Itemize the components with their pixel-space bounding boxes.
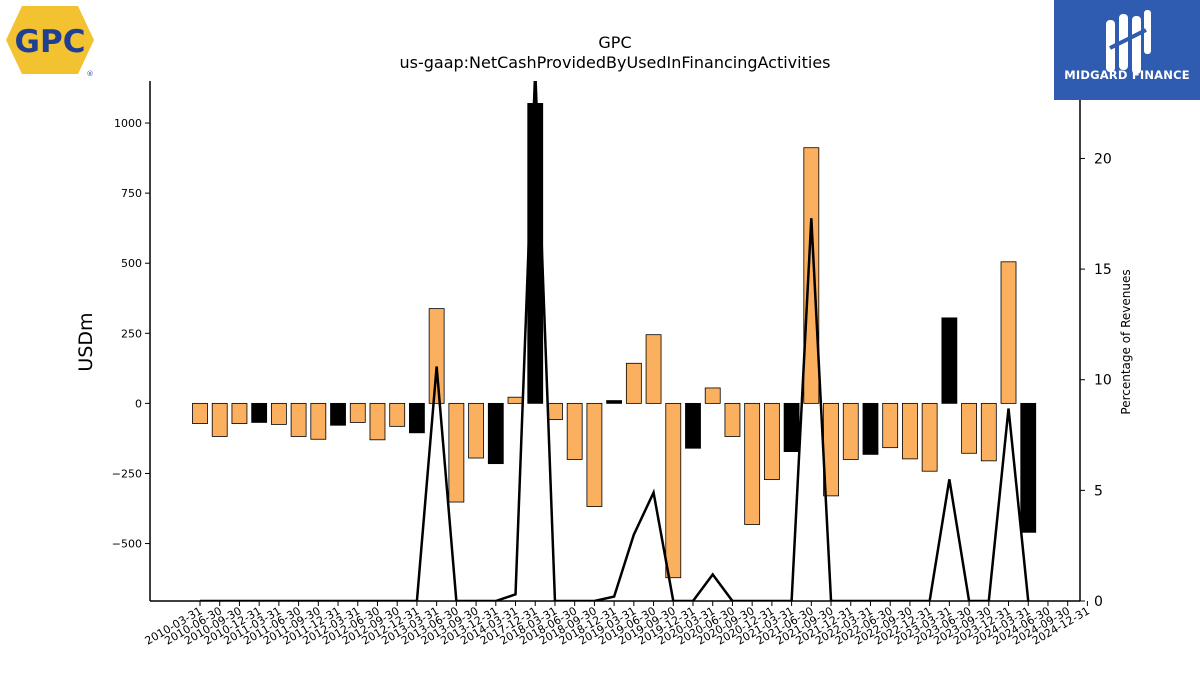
bar-2020-06-30	[724, 402, 741, 437]
bar-2010-03-31	[192, 402, 208, 424]
bar-2012-12-31	[409, 402, 425, 434]
chart-title: GPC	[598, 33, 631, 52]
bar-2022-06-30	[882, 402, 899, 449]
line-series	[200, 81, 1030, 601]
y-tick-label: 1000	[114, 117, 142, 130]
bar-2012-09-30	[389, 402, 406, 427]
y-axis-label: USDm	[75, 312, 97, 371]
bar-2023-12-31	[1000, 261, 1017, 404]
midgard-emblem-icon	[1106, 10, 1151, 74]
midgard-finance-logo: MIDGARD FINANCE	[1054, 0, 1200, 100]
y2-tick-label: 15	[1094, 262, 1112, 278]
chart-subtitle: us-gaap:NetCashProvidedByUsedInFinancing…	[399, 53, 830, 72]
registered-mark: ®	[87, 70, 94, 78]
axes	[145, 81, 1088, 606]
bar-2013-09-30	[468, 402, 484, 459]
y-tick-label: 500	[121, 257, 142, 270]
bar-2013-03-31	[428, 308, 445, 404]
bar-2014-03-31	[507, 396, 524, 404]
bar-2018-12-31	[606, 400, 623, 404]
bar-2012-06-30	[369, 402, 386, 441]
bar-2020-03-31	[704, 387, 721, 404]
y2-tick-label: 20	[1094, 151, 1112, 167]
bar-2018-09-30	[586, 402, 603, 507]
bar-2012-03-31	[349, 402, 366, 423]
y-tick-label: 750	[121, 187, 142, 200]
bar-2010-06-30	[211, 402, 228, 437]
gpc-logo-text: GPC	[15, 24, 86, 60]
bar-2019-09-30	[665, 402, 682, 579]
bar-2023-03-31	[941, 317, 958, 404]
tick-labels: −500−25002505007501000051015202010-03-31…	[112, 117, 1112, 648]
bar-2011-09-30	[310, 402, 327, 440]
bar-2021-06-30	[803, 147, 820, 404]
y-tick-label: 0	[135, 397, 142, 410]
bar-2018-03-31	[547, 402, 563, 421]
bar-2022-12-31	[921, 402, 938, 472]
bar-2011-12-31	[330, 402, 346, 426]
bar-2018-06-30	[566, 402, 583, 460]
midgard-logo-text: MIDGARD FINANCE	[1064, 68, 1190, 82]
bar-2020-09-30	[744, 402, 761, 525]
y2-axis-label: Percentage of Revenues	[1119, 269, 1133, 414]
bar-2013-06-30	[448, 402, 465, 503]
bar-2022-03-31	[862, 402, 879, 455]
bar-2013-12-31	[487, 402, 504, 465]
y2-tick-label: 5	[1094, 483, 1103, 499]
bar-2021-12-31	[842, 402, 859, 460]
gpc-logo-mark: GPC ®	[6, 6, 94, 78]
y2-tick-label: 10	[1094, 373, 1112, 389]
bar-2011-06-30	[290, 402, 307, 437]
bar-2011-03-31	[270, 402, 287, 425]
bar-2010-12-31	[251, 402, 268, 423]
revenue-percentage-line	[200, 81, 1030, 601]
bar-2024-03-31	[1020, 402, 1037, 533]
bar-2023-06-30	[961, 402, 977, 454]
y-tick-label: −250	[112, 467, 142, 480]
bar-2020-12-31	[763, 402, 780, 481]
bar-2017-12-31	[527, 103, 544, 404]
bar-2019-12-31	[685, 402, 701, 449]
bar-2019-06-30	[645, 334, 662, 404]
y-tick-label: −500	[112, 538, 142, 551]
y-tick-label: 250	[121, 327, 142, 340]
y2-tick-label: 0	[1094, 594, 1103, 610]
bar-series	[192, 103, 1037, 579]
bar-2010-09-30	[231, 402, 248, 424]
bar-2023-09-30	[980, 402, 997, 462]
gpc-logo: GPC ®	[4, 4, 96, 78]
gpc-hexagon-shape	[6, 6, 94, 74]
bar-2021-03-31	[783, 402, 800, 452]
bar-2022-09-30	[902, 402, 918, 460]
bar-2019-03-31	[625, 362, 642, 404]
